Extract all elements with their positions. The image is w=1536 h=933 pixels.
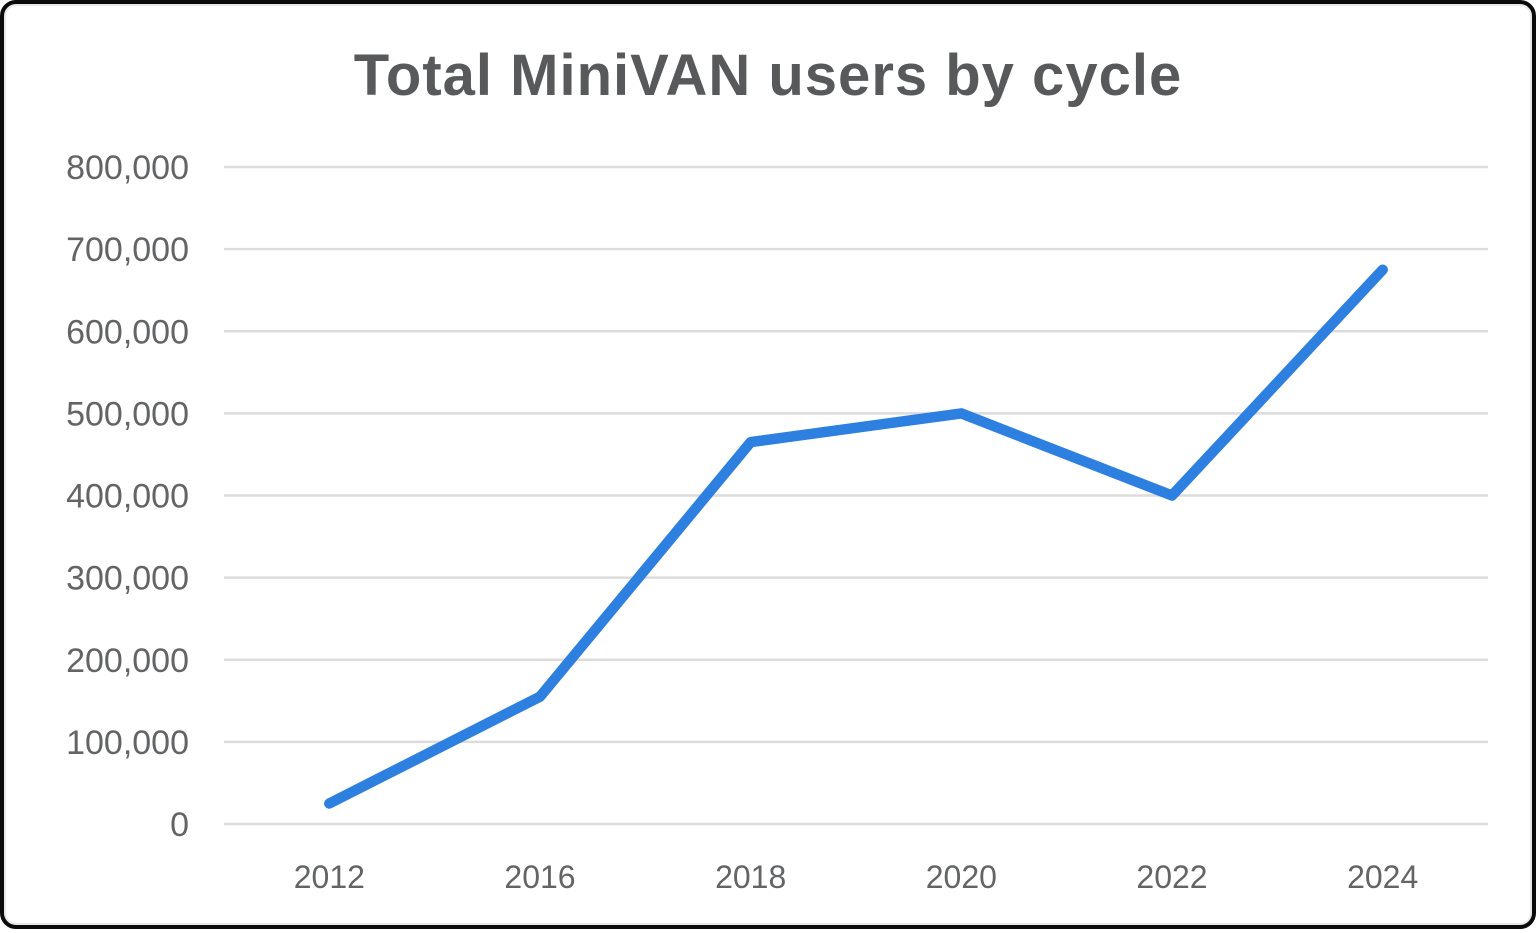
x-axis-tick-label: 2016 (504, 859, 575, 895)
y-axis-tick-label: 700,000 (66, 231, 189, 269)
chart-title: Total MiniVAN users by cycle (353, 43, 1183, 108)
y-axis-tick-label: 600,000 (66, 313, 189, 351)
x-axis-tick-label: 2012 (294, 859, 365, 895)
x-axis-tick-label: 2024 (1347, 859, 1418, 895)
y-axis-tick-label: 400,000 (66, 478, 189, 516)
x-axis-tick-label: 2020 (926, 859, 997, 895)
y-axis-tick-label: 500,000 (66, 395, 189, 433)
y-axis-tick-label: 300,000 (66, 560, 189, 598)
y-axis-tick-label: 100,000 (66, 724, 189, 762)
x-axis-tick-label: 2018 (715, 859, 786, 895)
y-axis-tick-label: 0 (170, 806, 189, 844)
y-axis-tick-label: 200,000 (66, 642, 189, 680)
y-axis-tick-label: 800,000 (66, 149, 189, 187)
data-series-line (324, 264, 1388, 809)
line-chart-canvas: 0 100,000 200,000 300,000 400,000 500,000 600,… (66, 149, 1488, 895)
x-axis-tick-label: 2022 (1136, 859, 1207, 895)
